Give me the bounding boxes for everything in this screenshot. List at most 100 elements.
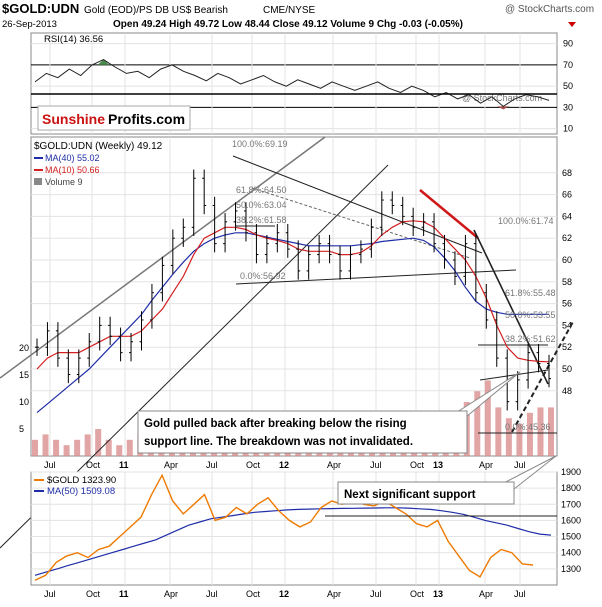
- fib-label: 50.0%:63.04: [236, 200, 287, 210]
- price-bar: [55, 322, 60, 367]
- fib-label: 38.2%:51.62: [505, 334, 556, 344]
- price-bar: [306, 245, 311, 280]
- price-bar: [202, 169, 207, 215]
- x-tick-label: Apr: [479, 589, 493, 599]
- fib-label: 38.2%:61.58: [236, 215, 287, 225]
- price-bar: [108, 316, 113, 346]
- volume-bar: [105, 439, 112, 456]
- ma10-line: [36, 220, 550, 370]
- support-callout: Next significant support: [337, 455, 557, 505]
- gold-tick-label: 1700: [561, 499, 581, 509]
- legend-volume-swatch: [34, 178, 42, 185]
- price-bar: [35, 338, 39, 356]
- legend-gold: $GOLD 1323.90: [47, 475, 116, 486]
- price-tick-label: 56: [562, 299, 572, 309]
- price-y-axis: 68 66 64 62 60 58 56 54 52 50 48: [562, 168, 572, 396]
- price-bar: [369, 218, 374, 258]
- volume-bar: [495, 407, 502, 456]
- x-tick-label: Apr: [164, 589, 178, 599]
- x-tick-label: Jul: [514, 589, 526, 599]
- rsi-threshold-fills: [97, 59, 510, 110]
- stockcharts-copyright: @ StockCharts.com: [505, 4, 594, 15]
- price-tick-label: 62: [562, 233, 572, 243]
- x-tick-label: Jul: [206, 460, 218, 470]
- price-bar: [296, 240, 301, 280]
- price-bar: [97, 316, 102, 351]
- price-bar: [243, 202, 248, 242]
- price-bar: [411, 207, 416, 237]
- price-bar: [463, 234, 468, 286]
- volume-bar: [32, 439, 38, 456]
- price-grid: [31, 137, 557, 456]
- price-bar: [379, 191, 384, 237]
- rsi-line: [34, 59, 550, 108]
- price-bar: [338, 245, 343, 280]
- fib-label: 100.0%:69.19: [232, 139, 288, 149]
- volume-bar: [484, 380, 491, 456]
- x-tick-label: Jul: [370, 589, 382, 599]
- price-tick-label: 54: [562, 320, 572, 330]
- price-bar: [432, 213, 437, 253]
- x-tick-label: Apr: [327, 460, 341, 470]
- rsi-tick-label: 90: [563, 39, 573, 49]
- fib-label: 50.0%:53.55: [505, 310, 556, 320]
- volume-bar: [116, 445, 123, 456]
- x-tick-label: 13: [433, 460, 443, 470]
- rsi-tick-label: 10: [563, 124, 573, 134]
- gold-y-axis: 1900 1800 1700 1600 1500 1400 1300: [561, 467, 581, 574]
- short-rising-line: [479, 369, 549, 381]
- price-bar: [536, 343, 541, 373]
- x-tick-label: 13: [433, 589, 443, 599]
- price-bar: [160, 256, 165, 302]
- x-tick-label: Jul: [514, 460, 526, 470]
- price-bar: [139, 311, 144, 351]
- breakdown-callout: Gold pulled back after breaking below th…: [137, 371, 521, 454]
- price-bar: [285, 224, 290, 258]
- x-tick-label: Oct: [410, 460, 425, 470]
- rsi-y-axis: 90 70 50 30 10: [563, 39, 573, 134]
- price-bar: [473, 234, 478, 302]
- price-bar: [515, 371, 520, 411]
- volume-bar: [516, 423, 523, 456]
- black-declining-trendline: [473, 229, 549, 385]
- price-bar: [317, 234, 322, 264]
- legend-title: $GOLD:UDN (Weekly) 49.12: [34, 141, 163, 152]
- sunshine-profits-logo: Sunshine Profits.com: [37, 105, 191, 131]
- price-bar: [212, 196, 217, 253]
- price-tick-label: 60: [562, 255, 572, 265]
- gold-price-line: [34, 473, 534, 581]
- x-tick-label: 11: [119, 460, 129, 470]
- volume-bar: [84, 434, 91, 456]
- x-tick-label: Oct: [410, 589, 425, 599]
- price-bar: [233, 202, 238, 231]
- x-tick-label: Jul: [44, 589, 56, 599]
- gold-tick-label: 1400: [561, 548, 581, 558]
- volume-bar: [474, 391, 481, 456]
- price-bar: [452, 251, 457, 286]
- volume-y-axis: 20 15 10 5: [19, 343, 29, 434]
- x-tick-label: Apr: [327, 589, 341, 599]
- rsi-label: RSI(14) 36.56: [44, 34, 103, 45]
- x-tick-label: Apr: [479, 460, 493, 470]
- price-bar: [275, 224, 280, 253]
- price-tick-label: 48: [562, 386, 572, 396]
- callout-line-2: support line. The breakdown was not inva…: [144, 436, 413, 448]
- chart-symbol: $GOLD:UDN: [2, 1, 79, 16]
- fib-label: 61.8%:55.48: [505, 288, 556, 298]
- x-tick-label: Oct: [86, 589, 101, 599]
- x-tick-label: 12: [279, 460, 289, 470]
- price-tick-label: 50: [562, 364, 572, 374]
- red-declining-trendline: [419, 189, 479, 239]
- rsi-oversold-fill: [497, 106, 510, 110]
- volume-tick-label: 10: [19, 397, 29, 407]
- price-bar: [223, 213, 228, 253]
- price-bar: [170, 229, 175, 275]
- callout-line-1: Gold pulled back after breaking below th…: [144, 418, 407, 430]
- price-tick-label: 66: [562, 190, 572, 200]
- price-x-axis: Jul Oct 11 Apr Jul Oct 12 Apr Jul Oct 13 Apr Jul: [44, 460, 526, 470]
- fib-labels: 100.0%:69.19 61.8%:64.50 50.0%:63.04 38.…: [232, 139, 556, 432]
- price-bar: [421, 213, 426, 237]
- rsi-overbought-fill: [97, 59, 110, 65]
- x-tick-label: Jul: [370, 460, 382, 470]
- x-tick-label: Oct: [246, 589, 261, 599]
